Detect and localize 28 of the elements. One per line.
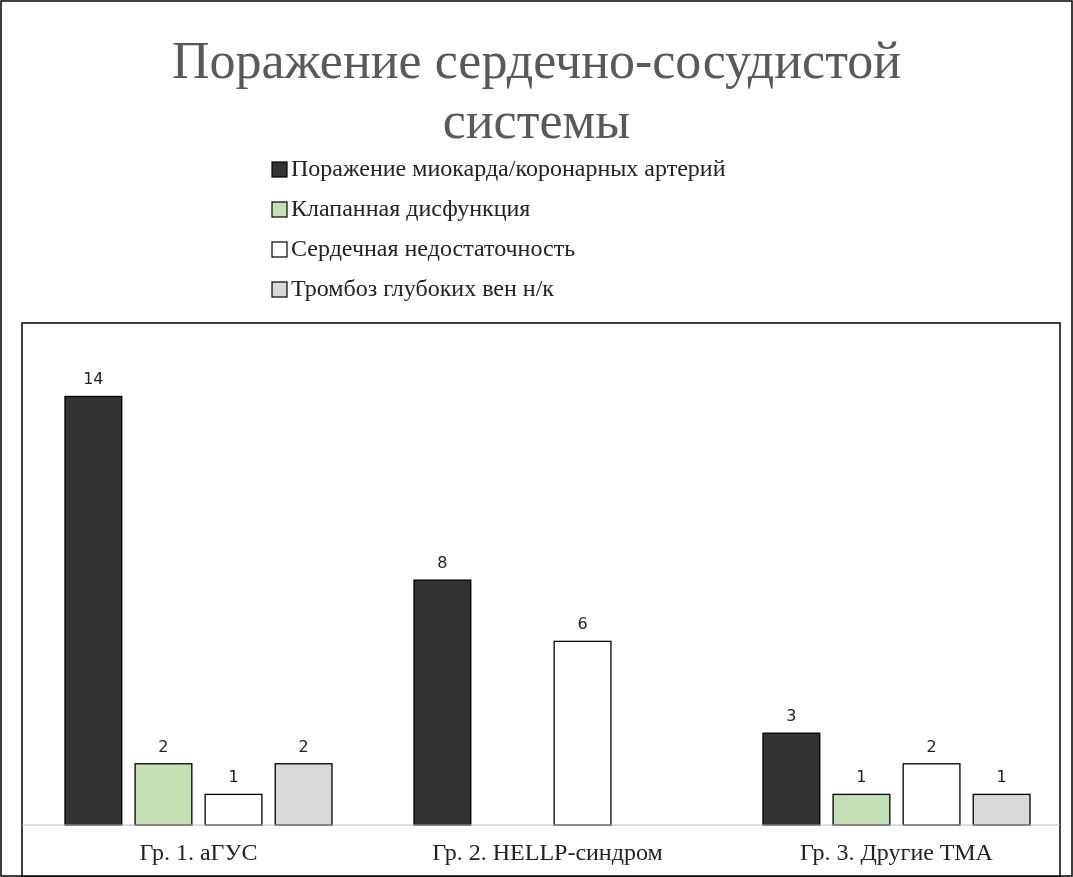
bar bbox=[204, 793, 263, 826]
data-label: 8 bbox=[437, 553, 448, 573]
x-tick-label: Гр. 1. аГУС bbox=[139, 839, 258, 866]
bar bbox=[972, 793, 1031, 826]
bar bbox=[64, 395, 123, 826]
bar bbox=[762, 732, 821, 826]
bar bbox=[832, 793, 891, 826]
data-label: 14 bbox=[83, 369, 104, 389]
legend-label: Сердечная недостаточность bbox=[291, 235, 576, 261]
x-tick-label: Гр. 2. HELLP-синдром bbox=[432, 839, 663, 866]
data-label: 1 bbox=[228, 767, 239, 787]
data-label: 1 bbox=[856, 767, 867, 787]
x-tick-label: Гр. 3. Другие ТМА bbox=[800, 839, 994, 866]
data-label: 6 bbox=[577, 614, 588, 634]
data-label: 3 bbox=[786, 706, 797, 726]
bar bbox=[553, 640, 612, 826]
legend-label: Поражение миокарда/коронарных артерий bbox=[291, 155, 726, 181]
legend-label: Тромбоз глубоких вен н/к bbox=[291, 275, 555, 301]
bar bbox=[134, 763, 193, 826]
bar bbox=[274, 763, 333, 826]
bar bbox=[902, 763, 961, 826]
data-label: 1 bbox=[996, 767, 1007, 787]
data-label: 2 bbox=[298, 736, 309, 756]
data-label: 2 bbox=[926, 736, 937, 756]
legend-label: Клапанная дисфункция bbox=[291, 195, 531, 221]
data-label: 2 bbox=[158, 736, 169, 756]
chart-title: Поражение сердечно-сосудистой системы bbox=[171, 32, 902, 149]
bar bbox=[413, 579, 472, 826]
